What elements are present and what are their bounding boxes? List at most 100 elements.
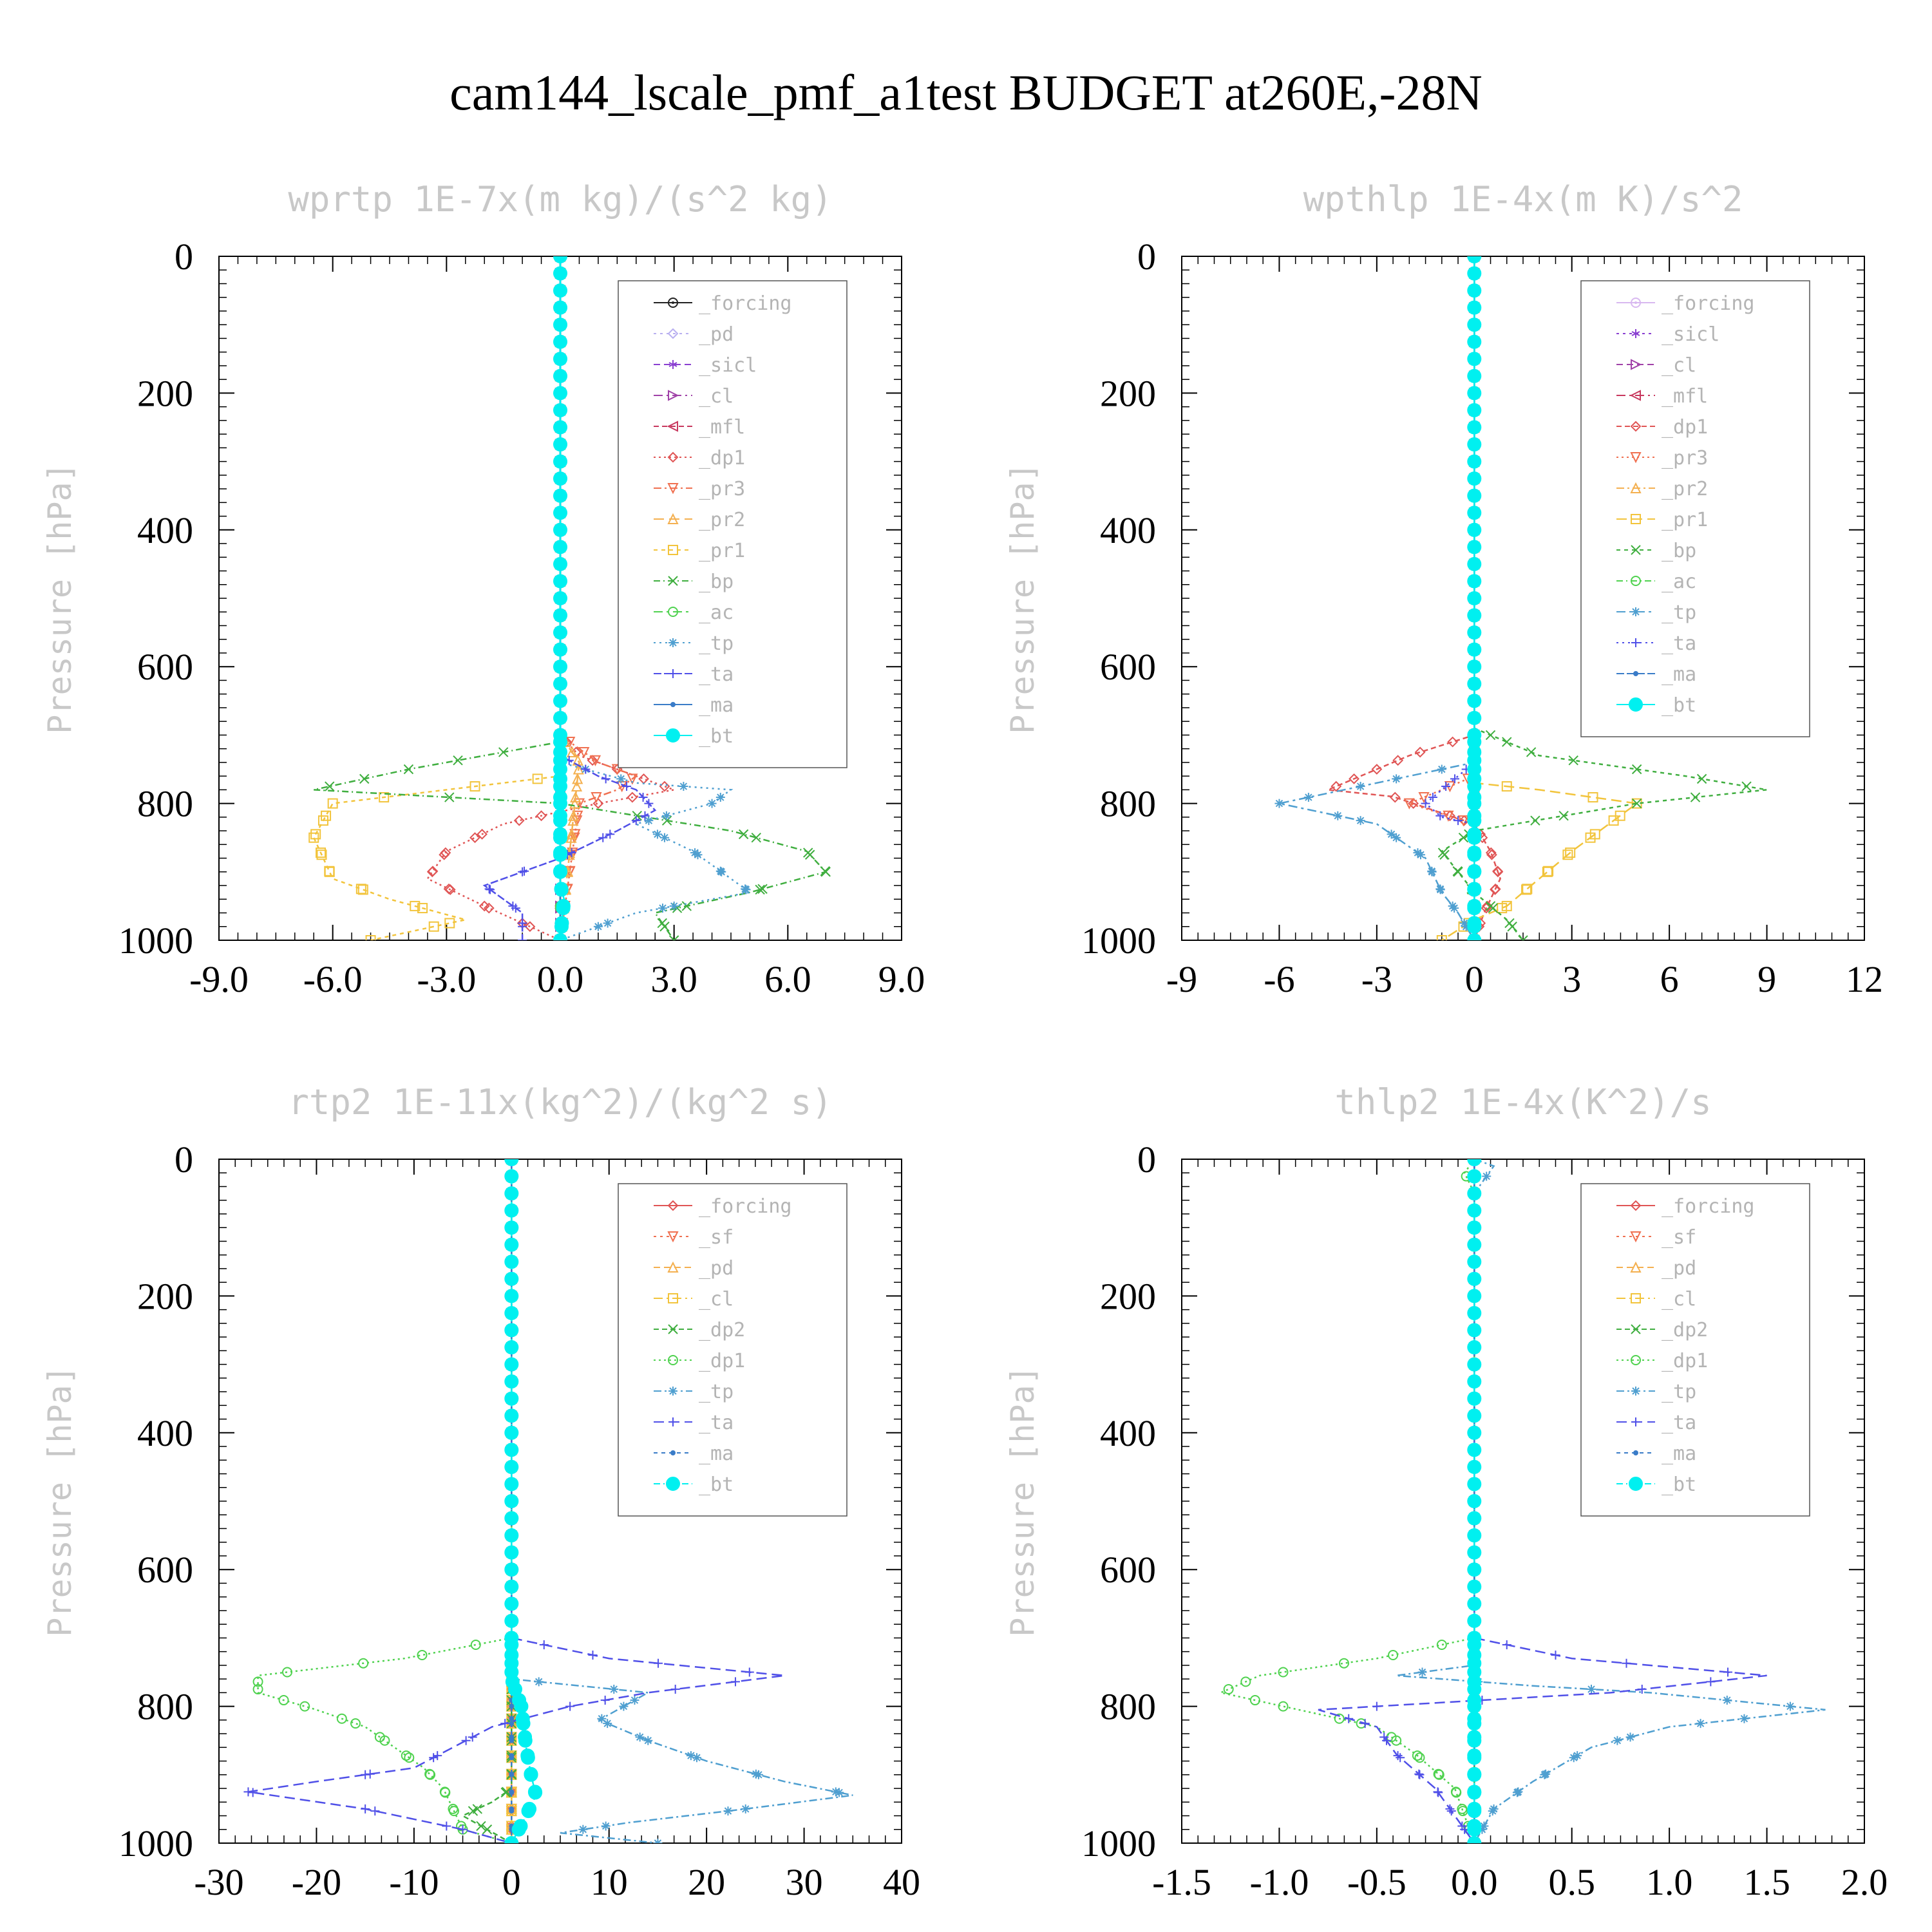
y-tick-label: 1000 <box>1081 920 1156 961</box>
series-point-pr1 <box>1521 884 1532 895</box>
series-point-tp <box>1512 1788 1522 1797</box>
series-point-dp1 <box>1485 847 1497 858</box>
series-line-pr1 <box>312 256 562 940</box>
series-point-pr2 <box>570 791 582 803</box>
series-point-bp <box>1526 747 1537 757</box>
series-point-bp <box>659 922 670 932</box>
series-point-tp <box>1488 1806 1497 1816</box>
series-point-tp <box>1333 811 1343 820</box>
series-point-bt <box>504 1186 519 1201</box>
series-point-bt <box>1467 334 1482 349</box>
series-point-tp <box>659 833 669 842</box>
series-point-bt <box>553 813 567 828</box>
series-point-bp <box>498 747 509 757</box>
legend-marker <box>1631 545 1641 555</box>
y-tick-label: 1000 <box>1081 1823 1156 1864</box>
series-point-bt <box>1467 1511 1482 1526</box>
series-point-ta <box>581 764 591 774</box>
series-point-tp <box>1785 1701 1795 1711</box>
series-point-bt <box>1467 522 1482 537</box>
series-point-bp <box>1502 737 1512 747</box>
legend-marker <box>668 1324 678 1334</box>
series-point-bt <box>1467 574 1482 589</box>
legend-marker <box>667 328 679 339</box>
legend-entry: _pr2 <box>1662 478 1708 500</box>
series-point-bp <box>1488 903 1499 913</box>
series-point-bt <box>524 1767 538 1782</box>
series-point-pr3 <box>589 755 601 766</box>
series-point-bt <box>1467 1733 1482 1748</box>
chart-panels: wprtp 1E-7x(m kg)/(s^2 kg)02004006008001… <box>41 179 1888 1903</box>
series-point-bt <box>504 1255 519 1269</box>
x-tick-label: -1.5 <box>1152 1861 1211 1903</box>
series-point-bp <box>1696 773 1707 784</box>
legend-marker <box>1631 298 1641 308</box>
series-point-pr1 <box>327 798 338 809</box>
series-point-bt <box>1467 1477 1482 1492</box>
series-point-pr1 <box>1587 792 1598 803</box>
series-point-bt <box>504 1425 519 1440</box>
series-line-bp <box>1440 256 1767 940</box>
series-point-bt <box>1467 540 1482 554</box>
legend-marker <box>1630 1200 1642 1211</box>
series-point-dp1 <box>350 1718 361 1729</box>
series-point-pr1 <box>365 935 376 940</box>
legend-entry: _bt <box>1662 1473 1696 1496</box>
legend-entry: _pr3 <box>699 478 745 500</box>
series-point-ta <box>565 1701 575 1711</box>
series-point-dp1 <box>513 815 525 826</box>
series-point-bt <box>1467 933 1482 940</box>
legend-marker <box>670 702 676 707</box>
series-point-pr3 <box>1403 798 1415 810</box>
series-point-ta <box>1421 799 1430 808</box>
series-point-bt <box>1467 488 1482 503</box>
x-tick-label: 2.0 <box>1841 1861 1888 1903</box>
legend-marker <box>1630 1231 1642 1243</box>
series-point-tp <box>1722 1696 1732 1705</box>
series-point-bt <box>553 334 567 349</box>
series-point-dp1 <box>282 1667 292 1678</box>
series-point-dp1 <box>469 832 480 844</box>
series-point-dp1 <box>1278 1701 1289 1712</box>
series-point-pr1 <box>379 792 390 803</box>
series-point-bp <box>1631 798 1642 809</box>
series-point-dp1 <box>659 781 670 792</box>
series-point-ta <box>605 829 615 839</box>
legend-marker <box>1631 1387 1640 1396</box>
series-point-pr1 <box>1522 884 1533 895</box>
legend-entry: _bp <box>699 571 734 593</box>
series-point-tp <box>658 904 667 913</box>
legend-entry: _sicl <box>1662 323 1719 346</box>
legend-entry: _pr2 <box>699 509 745 531</box>
series-point-ta <box>518 936 527 940</box>
series-point-bt <box>1467 1169 1482 1184</box>
series-point-bt <box>556 901 571 916</box>
series-line-ta <box>1318 1159 1767 1843</box>
series-point-tp <box>1569 1753 1578 1763</box>
series-point-bt <box>1467 1323 1482 1338</box>
series-point-ta <box>1434 1788 1443 1797</box>
series-point-bt <box>1467 919 1482 934</box>
series-point-bt <box>553 676 567 691</box>
series-point-tp <box>635 1732 645 1742</box>
series-point-dp1 <box>1436 1640 1447 1651</box>
series-point-bt <box>553 608 567 623</box>
series-point-ta <box>1435 811 1445 820</box>
series-point-bt <box>1467 300 1482 315</box>
series-point-ma <box>509 1790 515 1795</box>
series-point-bp <box>804 849 815 860</box>
legend-marker <box>1630 1261 1642 1273</box>
legend-marker <box>1631 1355 1641 1365</box>
series-point-bt <box>1467 402 1482 417</box>
legend-marker <box>1631 638 1640 647</box>
y-tick-label: 400 <box>1100 509 1156 551</box>
series-point-bt <box>504 1374 519 1389</box>
series-point-dp1 <box>1392 755 1404 766</box>
series-point-pr1 <box>355 884 366 895</box>
series-point-dp1 <box>627 791 638 803</box>
series-point-dp1 <box>439 849 450 860</box>
series-point-ta <box>1396 1753 1405 1763</box>
series-point-tp <box>1625 1732 1635 1742</box>
series-point-ta <box>486 885 495 895</box>
series-point-tp <box>661 811 671 820</box>
